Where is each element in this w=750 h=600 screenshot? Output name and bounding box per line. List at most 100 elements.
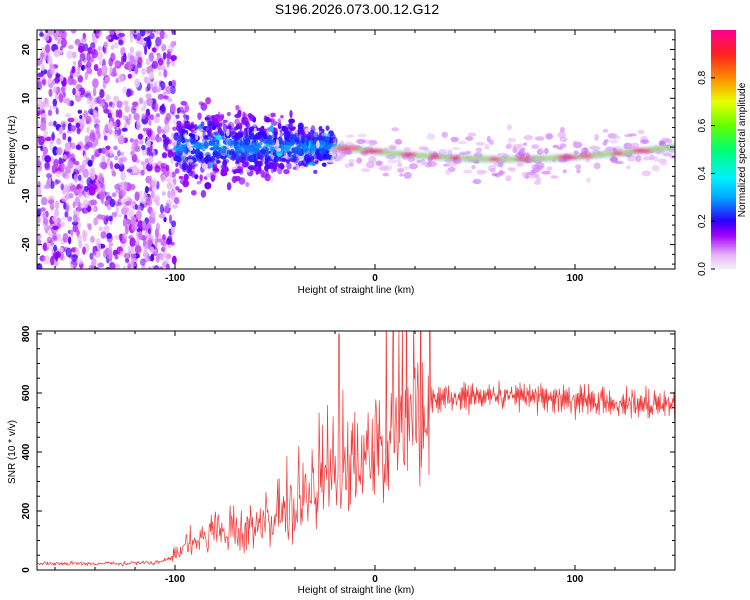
line-halo-cell <box>538 165 544 170</box>
line-halo-cell <box>451 147 461 151</box>
line-halo-cell <box>345 134 355 138</box>
line-halo-cell <box>357 133 367 138</box>
noise-cell <box>129 138 134 143</box>
line-halo-cell <box>531 144 539 149</box>
line-halo-cell <box>356 138 366 145</box>
transition-cell <box>178 150 183 156</box>
noise-cell <box>145 57 151 66</box>
noise-cell <box>97 45 102 52</box>
noise-cell <box>121 232 128 243</box>
transition-cell <box>297 122 304 130</box>
noise-cell <box>129 33 134 43</box>
noise-cell <box>65 192 70 200</box>
y-tick-label: 800 <box>21 325 32 342</box>
transition-cell <box>201 162 208 170</box>
noise-cell <box>150 114 154 121</box>
noise-cell <box>120 151 125 157</box>
line-halo-cell <box>407 156 416 163</box>
noise-cell <box>100 161 108 170</box>
transition-cell <box>202 137 208 144</box>
transition-cell <box>247 165 254 170</box>
transition-cell <box>273 155 279 164</box>
line-halo-cell <box>445 169 451 176</box>
transition-cell <box>177 137 181 146</box>
noise-cell <box>43 129 48 139</box>
line-halo-cell <box>640 139 650 145</box>
noise-cell <box>140 258 146 266</box>
noise-cell <box>140 161 145 166</box>
noise-cell <box>167 97 173 103</box>
transition-cell <box>280 114 284 119</box>
line-halo-cell <box>624 134 634 138</box>
noise-cell <box>107 204 112 211</box>
line-halo-cell <box>349 162 354 167</box>
line-halo-cell <box>426 133 436 141</box>
noise-cell <box>108 101 113 107</box>
noise-cell <box>158 213 166 219</box>
signal-peak <box>578 154 595 158</box>
noise-cell <box>55 170 62 178</box>
noise-cell <box>37 233 42 239</box>
noise-cell <box>89 17 93 25</box>
noise-cell <box>109 261 116 269</box>
line-halo-cell <box>418 146 429 151</box>
noise-cell <box>96 214 103 220</box>
transition-cell <box>235 160 239 164</box>
noise-cell <box>95 237 101 248</box>
noise-cell <box>134 78 140 88</box>
transition-cell <box>192 163 196 171</box>
noise-cell <box>37 186 42 196</box>
transition-cell <box>288 118 295 124</box>
line-halo-cell <box>472 178 482 185</box>
noise-cell <box>114 41 119 49</box>
y-tick-label: -10 <box>21 188 32 203</box>
line-halo-cell <box>335 154 344 162</box>
noise-cell <box>51 131 55 141</box>
colorbar-ticks: 0.0 0.2 0.4 0.6 0.8 <box>697 70 715 276</box>
noise-cell <box>61 171 67 178</box>
line-halo-cell <box>408 163 419 170</box>
transition-cell <box>193 143 199 149</box>
transition-cell <box>229 156 236 161</box>
noise-cell <box>86 67 93 75</box>
transition-cell <box>323 136 330 142</box>
line-halo-cell <box>609 139 619 144</box>
noise-cell <box>167 149 174 158</box>
noise-cell <box>55 107 59 115</box>
noise-cell <box>113 131 118 136</box>
noise-cell <box>121 207 128 215</box>
transition-cell <box>181 110 187 114</box>
noise-cell <box>49 105 53 111</box>
noise-cell <box>40 64 46 72</box>
line-halo-cell <box>602 128 609 133</box>
noise-cell <box>156 272 161 276</box>
line-halo-cell <box>572 140 577 145</box>
transition-cell <box>286 131 294 137</box>
transition-cell <box>231 151 237 157</box>
x-tick-label: -100 <box>165 273 185 284</box>
transition-cell <box>230 128 236 135</box>
noise-cell <box>114 24 119 28</box>
transition-cell <box>289 110 293 118</box>
noise-cell <box>103 108 110 114</box>
noise-cell <box>105 35 112 40</box>
noise-cell <box>52 21 58 28</box>
noise-cell <box>80 64 85 71</box>
transition-cell <box>224 159 230 164</box>
noise-cell <box>42 148 47 159</box>
noise-cell <box>153 194 160 203</box>
transition-cell <box>300 136 306 144</box>
noise-cell <box>148 71 155 80</box>
noise-cell <box>37 72 44 78</box>
noise-cell <box>63 183 69 194</box>
line-halo-cell <box>475 141 486 146</box>
noise-cell <box>142 220 147 229</box>
noise-cell <box>37 238 42 246</box>
noise-cell <box>114 62 121 69</box>
noise-cell <box>78 42 86 53</box>
noise-cell <box>69 16 73 24</box>
noise-cell <box>87 159 93 167</box>
noise-cell <box>70 125 77 132</box>
noise-cell <box>109 198 116 208</box>
transition-cell <box>256 155 263 160</box>
